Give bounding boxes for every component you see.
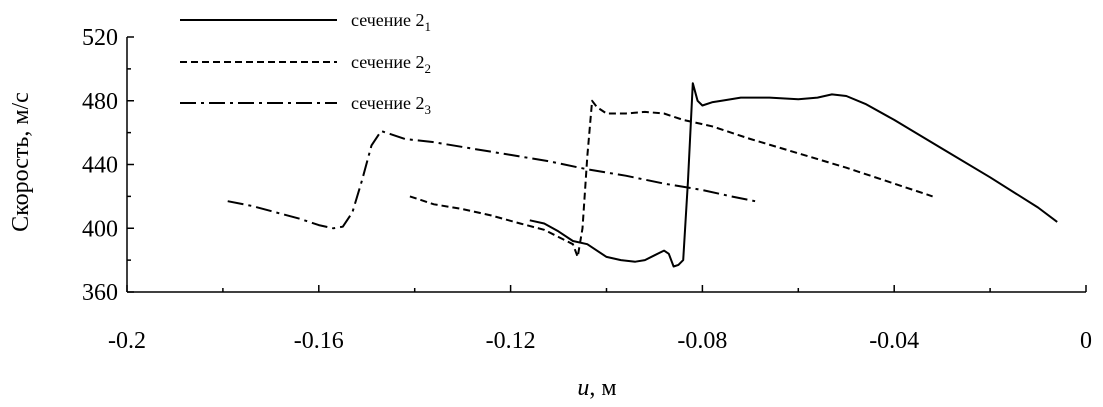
x-tick-label: -0.04 xyxy=(869,328,919,354)
axes xyxy=(126,37,1086,293)
legend-label-subscript: 1 xyxy=(425,19,432,34)
series-line-3 xyxy=(227,130,756,230)
y-tick-label: 520 xyxy=(82,25,118,51)
x-tick-label: -0.2 xyxy=(108,328,146,354)
legend-label-subscript: 3 xyxy=(425,102,432,117)
series-line-2 xyxy=(409,99,933,258)
legend-label-main: сечение 2 xyxy=(351,93,425,113)
x-tick-label: -0.08 xyxy=(677,328,727,354)
y-tick-label: 480 xyxy=(82,89,118,115)
series-line-1 xyxy=(529,82,1058,268)
legend-label-main: сечение 2 xyxy=(351,10,425,30)
legend-label-subscript: 2 xyxy=(425,61,432,76)
legend-label-1: сечение 21 xyxy=(351,10,431,34)
x-tick-label: -0.12 xyxy=(486,328,536,354)
legend-label-3: сечение 23 xyxy=(351,93,431,117)
legend-label-2: сечение 22 xyxy=(351,52,431,76)
legend-label-main: сечение 2 xyxy=(351,52,425,72)
x-tick-label: -0.16 xyxy=(294,328,344,354)
series-group xyxy=(227,82,1058,268)
axis-ticks: 360 400 440 480 520 -0.2 -0.16 -0.12 -0.08 -0.04 0 xyxy=(82,25,1092,354)
y-tick-label: 440 xyxy=(82,153,118,179)
x-tick-label: 0 xyxy=(1080,328,1092,354)
y-tick-label: 400 xyxy=(82,216,118,242)
x-axis-variable: u xyxy=(577,375,589,401)
x-axis-unit: , м xyxy=(589,375,616,401)
y-tick-label: 360 xyxy=(82,280,118,306)
x-axis-title: u, м xyxy=(577,375,616,401)
y-axis-title: Скорость, м/с xyxy=(8,92,34,232)
